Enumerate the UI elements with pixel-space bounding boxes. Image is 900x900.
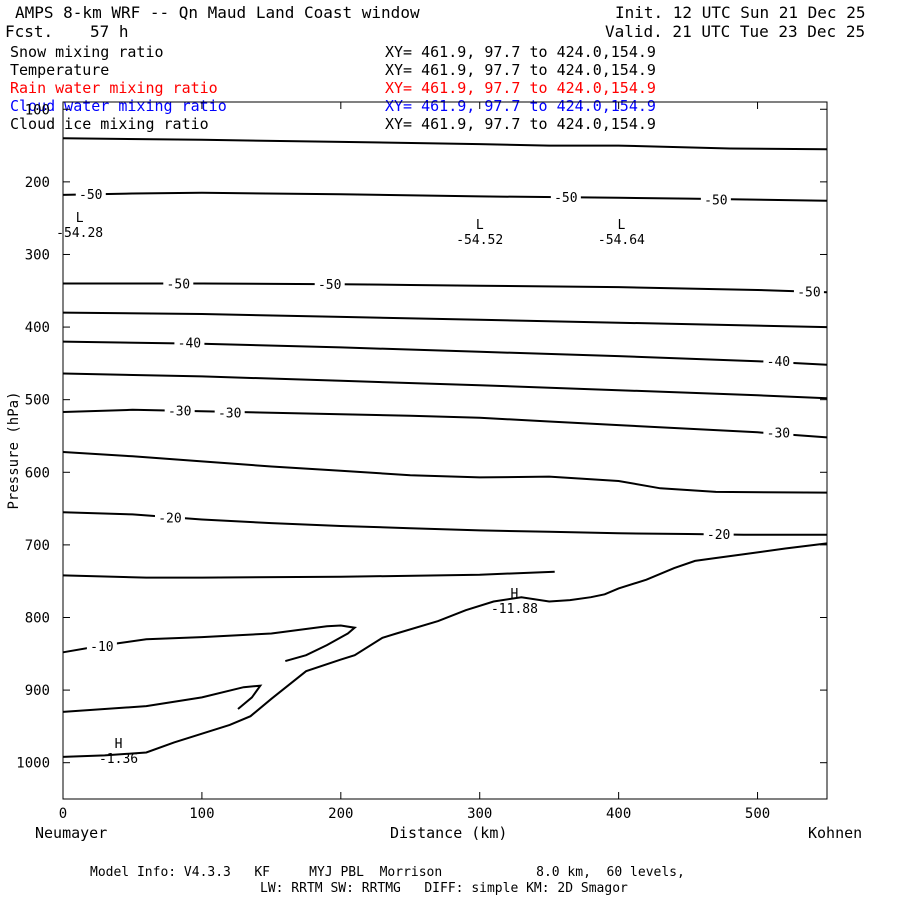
contour-line xyxy=(62,191,828,202)
contour-label: -50 xyxy=(554,191,577,206)
contour-label-bg xyxy=(214,404,245,420)
extremum-marker: H xyxy=(115,737,123,752)
forecast-hours: 57 h xyxy=(90,22,129,41)
contour-label: -50 xyxy=(79,188,102,203)
x-tick-label: 500 xyxy=(745,806,770,822)
contour-label: -30 xyxy=(168,405,191,420)
legend-xy: XY= 461.9, 97.7 to 424.0,154.9 xyxy=(385,79,656,97)
contour-label: -40 xyxy=(178,336,201,351)
y-tick-label: 100 xyxy=(25,102,50,118)
contour-label: -50 xyxy=(167,278,190,293)
extremum-marker: H xyxy=(511,587,519,602)
contour-label: -10 xyxy=(90,640,113,655)
contour-line xyxy=(62,137,828,151)
legend-xy: XY= 461.9, 97.7 to 424.0,154.9 xyxy=(385,43,656,61)
contour-label-bg xyxy=(86,637,117,653)
contour-label: -40 xyxy=(767,355,790,370)
legend-label: Rain water mixing ratio xyxy=(10,79,218,97)
contour-line xyxy=(62,511,827,536)
contour-line xyxy=(62,451,828,494)
y-axis-title: Pressure (hPa) xyxy=(6,391,22,509)
y-tick-label: 200 xyxy=(25,175,50,191)
contour-label: -50 xyxy=(318,278,341,293)
chart-title: AMPS 8-km WRF -- Qn Maud Land Coast wind… xyxy=(15,3,420,22)
model-physics: LW: RRTM SW: RRTMG DIFF: simple KM: 2D S… xyxy=(260,881,628,896)
y-tick-label: 600 xyxy=(25,465,50,481)
contour-label-bg xyxy=(550,189,581,205)
contour-label-bg xyxy=(75,186,106,202)
contour-line xyxy=(62,372,828,400)
x-left-location: Neumayer xyxy=(35,824,108,842)
legend-xy: XY= 461.9, 97.7 to 424.0,154.9 xyxy=(385,61,656,79)
contour-line xyxy=(63,282,828,294)
x-axis-title: Distance (km) xyxy=(390,824,508,842)
extremum-marker: L xyxy=(618,218,626,233)
contour-label: -50 xyxy=(704,193,727,208)
contour-label: -50 xyxy=(797,285,820,300)
y-tick-label: 900 xyxy=(25,683,50,699)
contour-label: -20 xyxy=(158,511,181,526)
x-tick-label: 400 xyxy=(606,806,631,822)
contour-label-bg xyxy=(314,276,345,292)
legend-label: Snow mixing ratio xyxy=(10,43,164,61)
y-tick-label: 500 xyxy=(25,393,50,409)
y-tick-label: 800 xyxy=(25,610,50,626)
contour-label-bg xyxy=(763,424,794,440)
contour-label: -30 xyxy=(218,407,241,422)
contour-label: -30 xyxy=(767,426,790,441)
extremum-marker: L xyxy=(76,211,84,226)
contour-label-bg xyxy=(154,509,185,525)
contour-line xyxy=(62,311,828,329)
x-right-location: Kohnen xyxy=(808,824,863,842)
terrain-line xyxy=(62,542,828,758)
contour-label-bg xyxy=(700,191,731,207)
x-tick-label: 0 xyxy=(59,806,67,822)
contour-line xyxy=(62,570,555,579)
legend-label: Cloud ice mixing ratio xyxy=(10,115,209,133)
extremum-value: -11.88 xyxy=(491,602,538,617)
legend-xy: XY= 461.9, 97.7 to 424.0,154.9 xyxy=(385,115,656,133)
extremum-value: -54.28 xyxy=(56,226,103,241)
x-tick-label: 300 xyxy=(467,806,492,822)
forecast-label: Fcst. xyxy=(5,22,54,41)
contour-label-bg xyxy=(164,402,195,418)
init-time: Init. 12 UTC Sun 21 Dec 25 xyxy=(615,3,866,22)
contour-label-bg xyxy=(174,334,205,350)
contour-label-bg xyxy=(163,275,194,291)
contour-label: -20 xyxy=(707,528,730,543)
legend-label: Temperature xyxy=(10,61,110,79)
extremum-value: -1.36 xyxy=(99,752,138,767)
plot-frame xyxy=(62,101,828,800)
valid-time: Valid. 21 UTC Tue 23 Dec 25 xyxy=(605,22,866,41)
contour-label-bg xyxy=(763,353,794,369)
contour-label-bg xyxy=(703,525,734,541)
x-tick-label: 200 xyxy=(328,806,353,822)
y-tick-label: 400 xyxy=(25,320,50,336)
y-tick-label: 300 xyxy=(25,247,50,263)
contour-line xyxy=(62,684,263,713)
extremum-value: -54.52 xyxy=(456,233,503,248)
y-tick-label: 1000 xyxy=(16,756,50,772)
x-tick-label: 100 xyxy=(189,806,214,822)
extremum-value: -54.64 xyxy=(598,233,645,248)
contour-line xyxy=(62,624,358,663)
model-info: Model Info: V4.3.3 KF MYJ PBL Morrison 8… xyxy=(90,865,685,880)
extremum-marker: L xyxy=(476,218,484,233)
y-tick-label: 700 xyxy=(25,538,50,554)
contour-label-bg xyxy=(793,283,824,299)
